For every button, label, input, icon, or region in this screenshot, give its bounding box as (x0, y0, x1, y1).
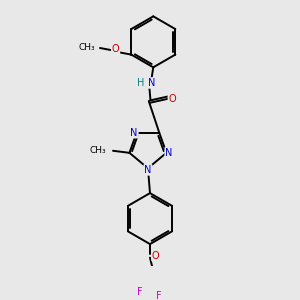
Text: CH₃: CH₃ (90, 146, 106, 155)
Text: F: F (137, 287, 143, 297)
Text: O: O (168, 94, 176, 103)
Text: N: N (144, 165, 152, 175)
Text: N: N (130, 128, 138, 138)
Text: CH₃: CH₃ (78, 44, 95, 52)
Text: N: N (165, 148, 172, 158)
Text: O: O (112, 44, 119, 54)
Text: O: O (152, 250, 160, 261)
Text: N: N (148, 78, 155, 88)
Text: F: F (156, 291, 162, 300)
Text: H: H (137, 78, 144, 88)
